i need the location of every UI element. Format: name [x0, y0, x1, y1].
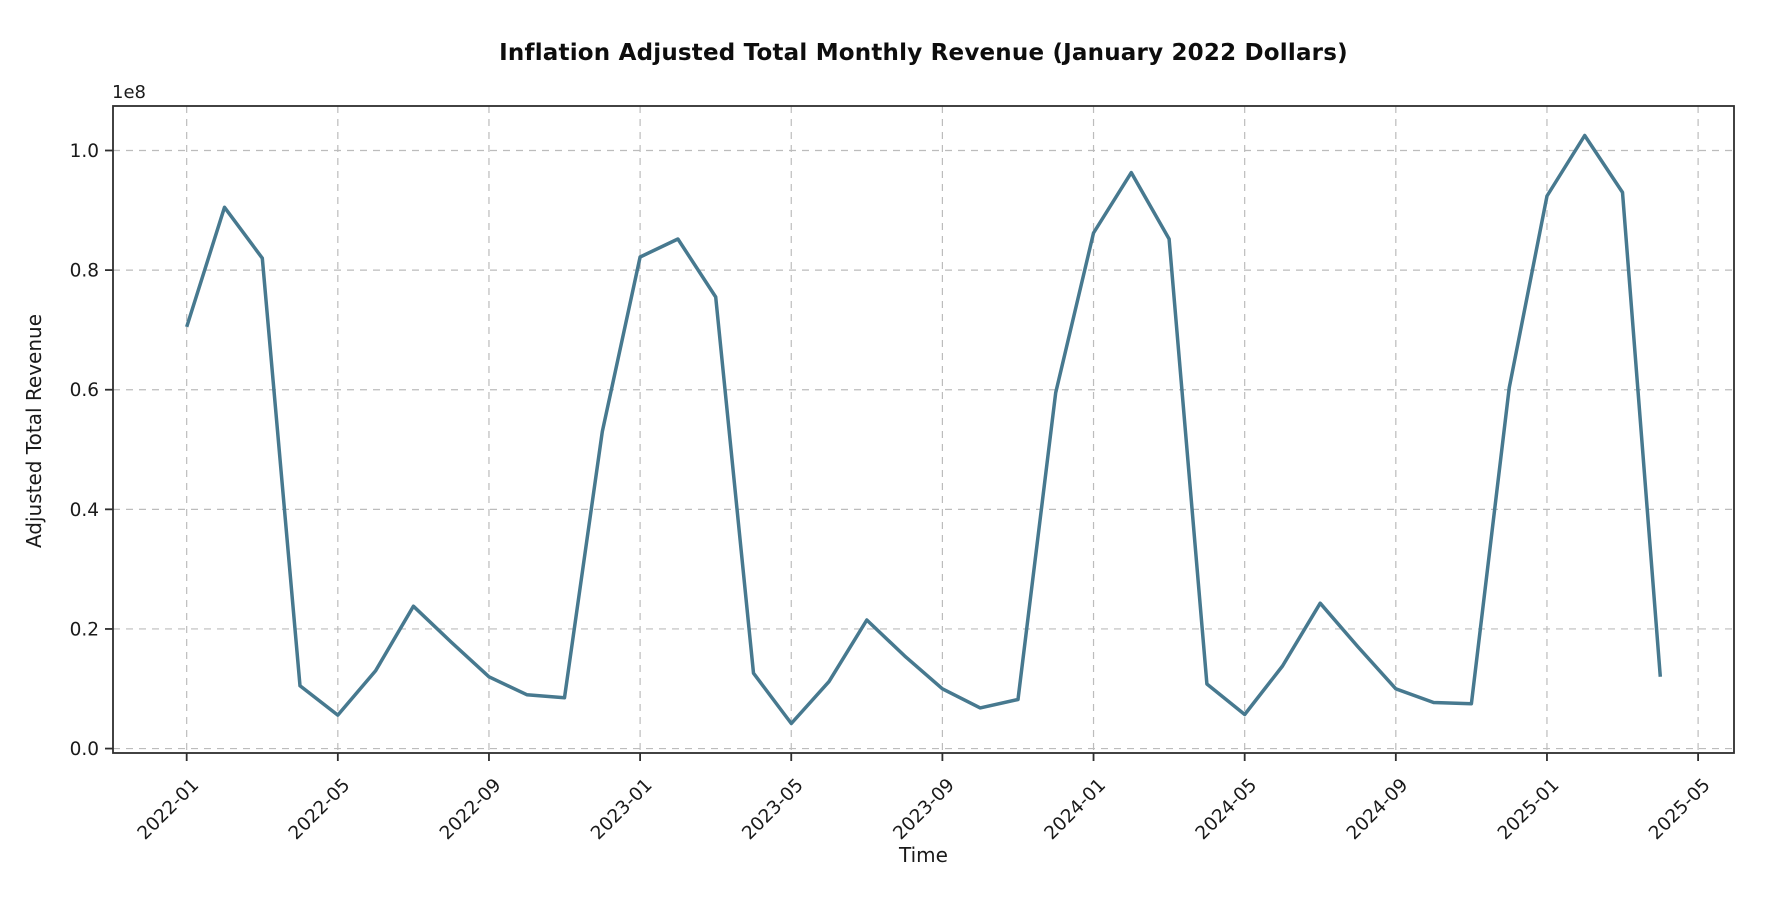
- axes-spines: [112, 105, 1735, 754]
- x-tick-label: 2024-05: [1192, 775, 1262, 845]
- chart-title: Inflation Adjusted Total Monthly Revenue…: [499, 40, 1348, 66]
- y-tick-label: 0.0: [70, 739, 99, 760]
- x-tick-label: 2025-05: [1645, 775, 1715, 845]
- y-tick-label: 1.0: [70, 141, 99, 162]
- y-axis-title: Adjusted Total Revenue: [22, 313, 46, 549]
- x-tick-label: 2023-05: [738, 775, 808, 845]
- x-tick-label: 2022-05: [285, 775, 355, 845]
- revenue-line: [185, 133, 1663, 726]
- x-tick-label: 2022-01: [134, 775, 204, 845]
- x-tick-label: 2022-09: [436, 775, 506, 845]
- y-tick-label: 0.4: [70, 500, 99, 521]
- x-tick-label: 2023-01: [587, 775, 657, 845]
- y-axis-offset-label: 1e8: [112, 82, 146, 103]
- y-tick-label: 0.8: [70, 261, 99, 282]
- x-tick-label: 2024-09: [1343, 775, 1413, 845]
- y-tick-label: 0.2: [70, 619, 99, 640]
- y-tick-label: 0.6: [70, 380, 99, 401]
- x-tick-label: 2024-01: [1041, 775, 1111, 845]
- x-tick-label: 2025-01: [1494, 775, 1564, 845]
- x-axis-title: Time: [899, 843, 948, 867]
- x-tick-label: 2023-09: [889, 775, 959, 845]
